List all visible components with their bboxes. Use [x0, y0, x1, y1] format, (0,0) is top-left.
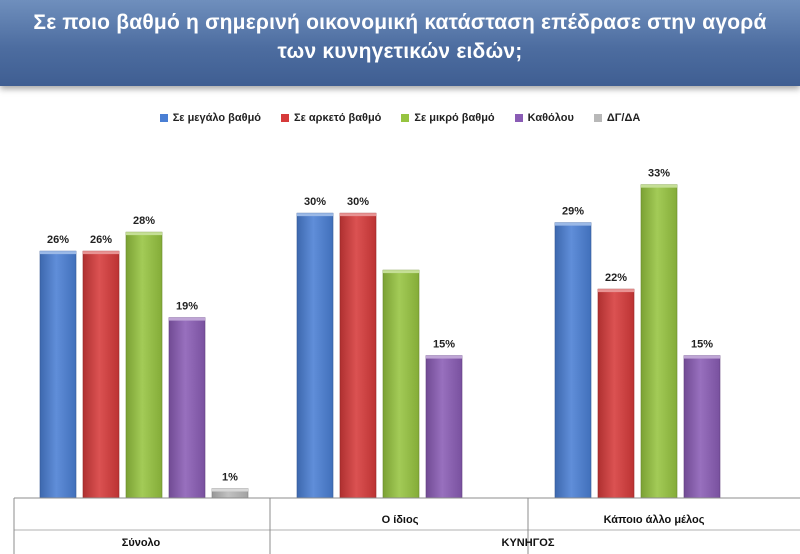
- group-label: ΚΥΝΗΓΟΣ: [502, 537, 555, 549]
- data-label: 29%: [562, 206, 584, 218]
- bar-cap: [555, 222, 591, 226]
- legend-swatch: [401, 114, 410, 122]
- data-label: 28%: [133, 215, 155, 227]
- bar: [339, 212, 377, 499]
- legend-item: ΔΓ/ΔΑ: [593, 108, 641, 128]
- bar: [296, 212, 334, 499]
- legend-swatch: [159, 114, 168, 122]
- legend-label: Σε μεγάλο βαθμό: [172, 112, 262, 124]
- legend-label: Σε μικρό βαθμό: [414, 112, 495, 124]
- legend-swatch: [281, 114, 290, 122]
- bar: [683, 355, 721, 499]
- bar-cap: [684, 355, 720, 359]
- bar-cap: [598, 289, 634, 293]
- data-label: 33%: [648, 168, 670, 180]
- data-label: 30%: [304, 196, 326, 208]
- chart-title: Σε ποιο βαθμό η σημερινή οικονομική κατά…: [33, 11, 767, 63]
- bar-cap: [83, 251, 119, 255]
- category-label: Ο ίδιος: [382, 514, 419, 526]
- legend-item: Σε μεγάλο βαθμό: [159, 108, 262, 128]
- bar-cap: [426, 355, 462, 359]
- legend-item: Σε μικρό βαθμό: [401, 108, 495, 128]
- bar: [640, 184, 678, 499]
- legend-item: Σε αρκετό βαθμό: [281, 108, 381, 128]
- bar-cap: [169, 317, 205, 321]
- bar-cap: [340, 213, 376, 217]
- category-label: Κάποιο άλλο μέλος: [604, 514, 705, 526]
- data-label: 30%: [347, 196, 369, 208]
- legend-swatch: [593, 114, 602, 122]
- data-label: 19%: [176, 301, 198, 313]
- title-banner: Σε ποιο βαθμό η σημερινή οικονομική κατά…: [0, 0, 800, 86]
- legend-swatch: [514, 114, 523, 122]
- bar: [168, 317, 206, 499]
- bar: [597, 288, 635, 499]
- data-label: 1%: [222, 472, 238, 484]
- legend-label: ΔΓ/ΔΑ: [606, 112, 641, 124]
- bar: [382, 269, 420, 499]
- bar: [82, 250, 120, 499]
- bar-cap: [297, 213, 333, 217]
- data-label: 26%: [47, 234, 69, 246]
- category-label: Σύνολο: [122, 537, 161, 549]
- legend: Σε μεγάλο βαθμό Σε αρκετό βαθμό Σε μικρό β…: [0, 108, 800, 128]
- bar-cap: [126, 232, 162, 236]
- legend-label: Καθόλου: [527, 112, 574, 124]
- bar-cap: [212, 488, 248, 492]
- bar-cap: [383, 270, 419, 274]
- bar: [39, 250, 77, 499]
- legend-label: Σε αρκετό βαθμό: [294, 112, 382, 124]
- bar: [425, 355, 463, 499]
- data-label: 15%: [433, 339, 455, 351]
- bar: [554, 222, 592, 499]
- data-label: 15%: [691, 339, 713, 351]
- data-label: 26%: [90, 234, 112, 246]
- legend-item: Καθόλου: [514, 108, 574, 128]
- bar-cap: [641, 184, 677, 188]
- data-label: 22%: [605, 272, 627, 284]
- bar-cap: [40, 251, 76, 255]
- bar: [125, 231, 163, 499]
